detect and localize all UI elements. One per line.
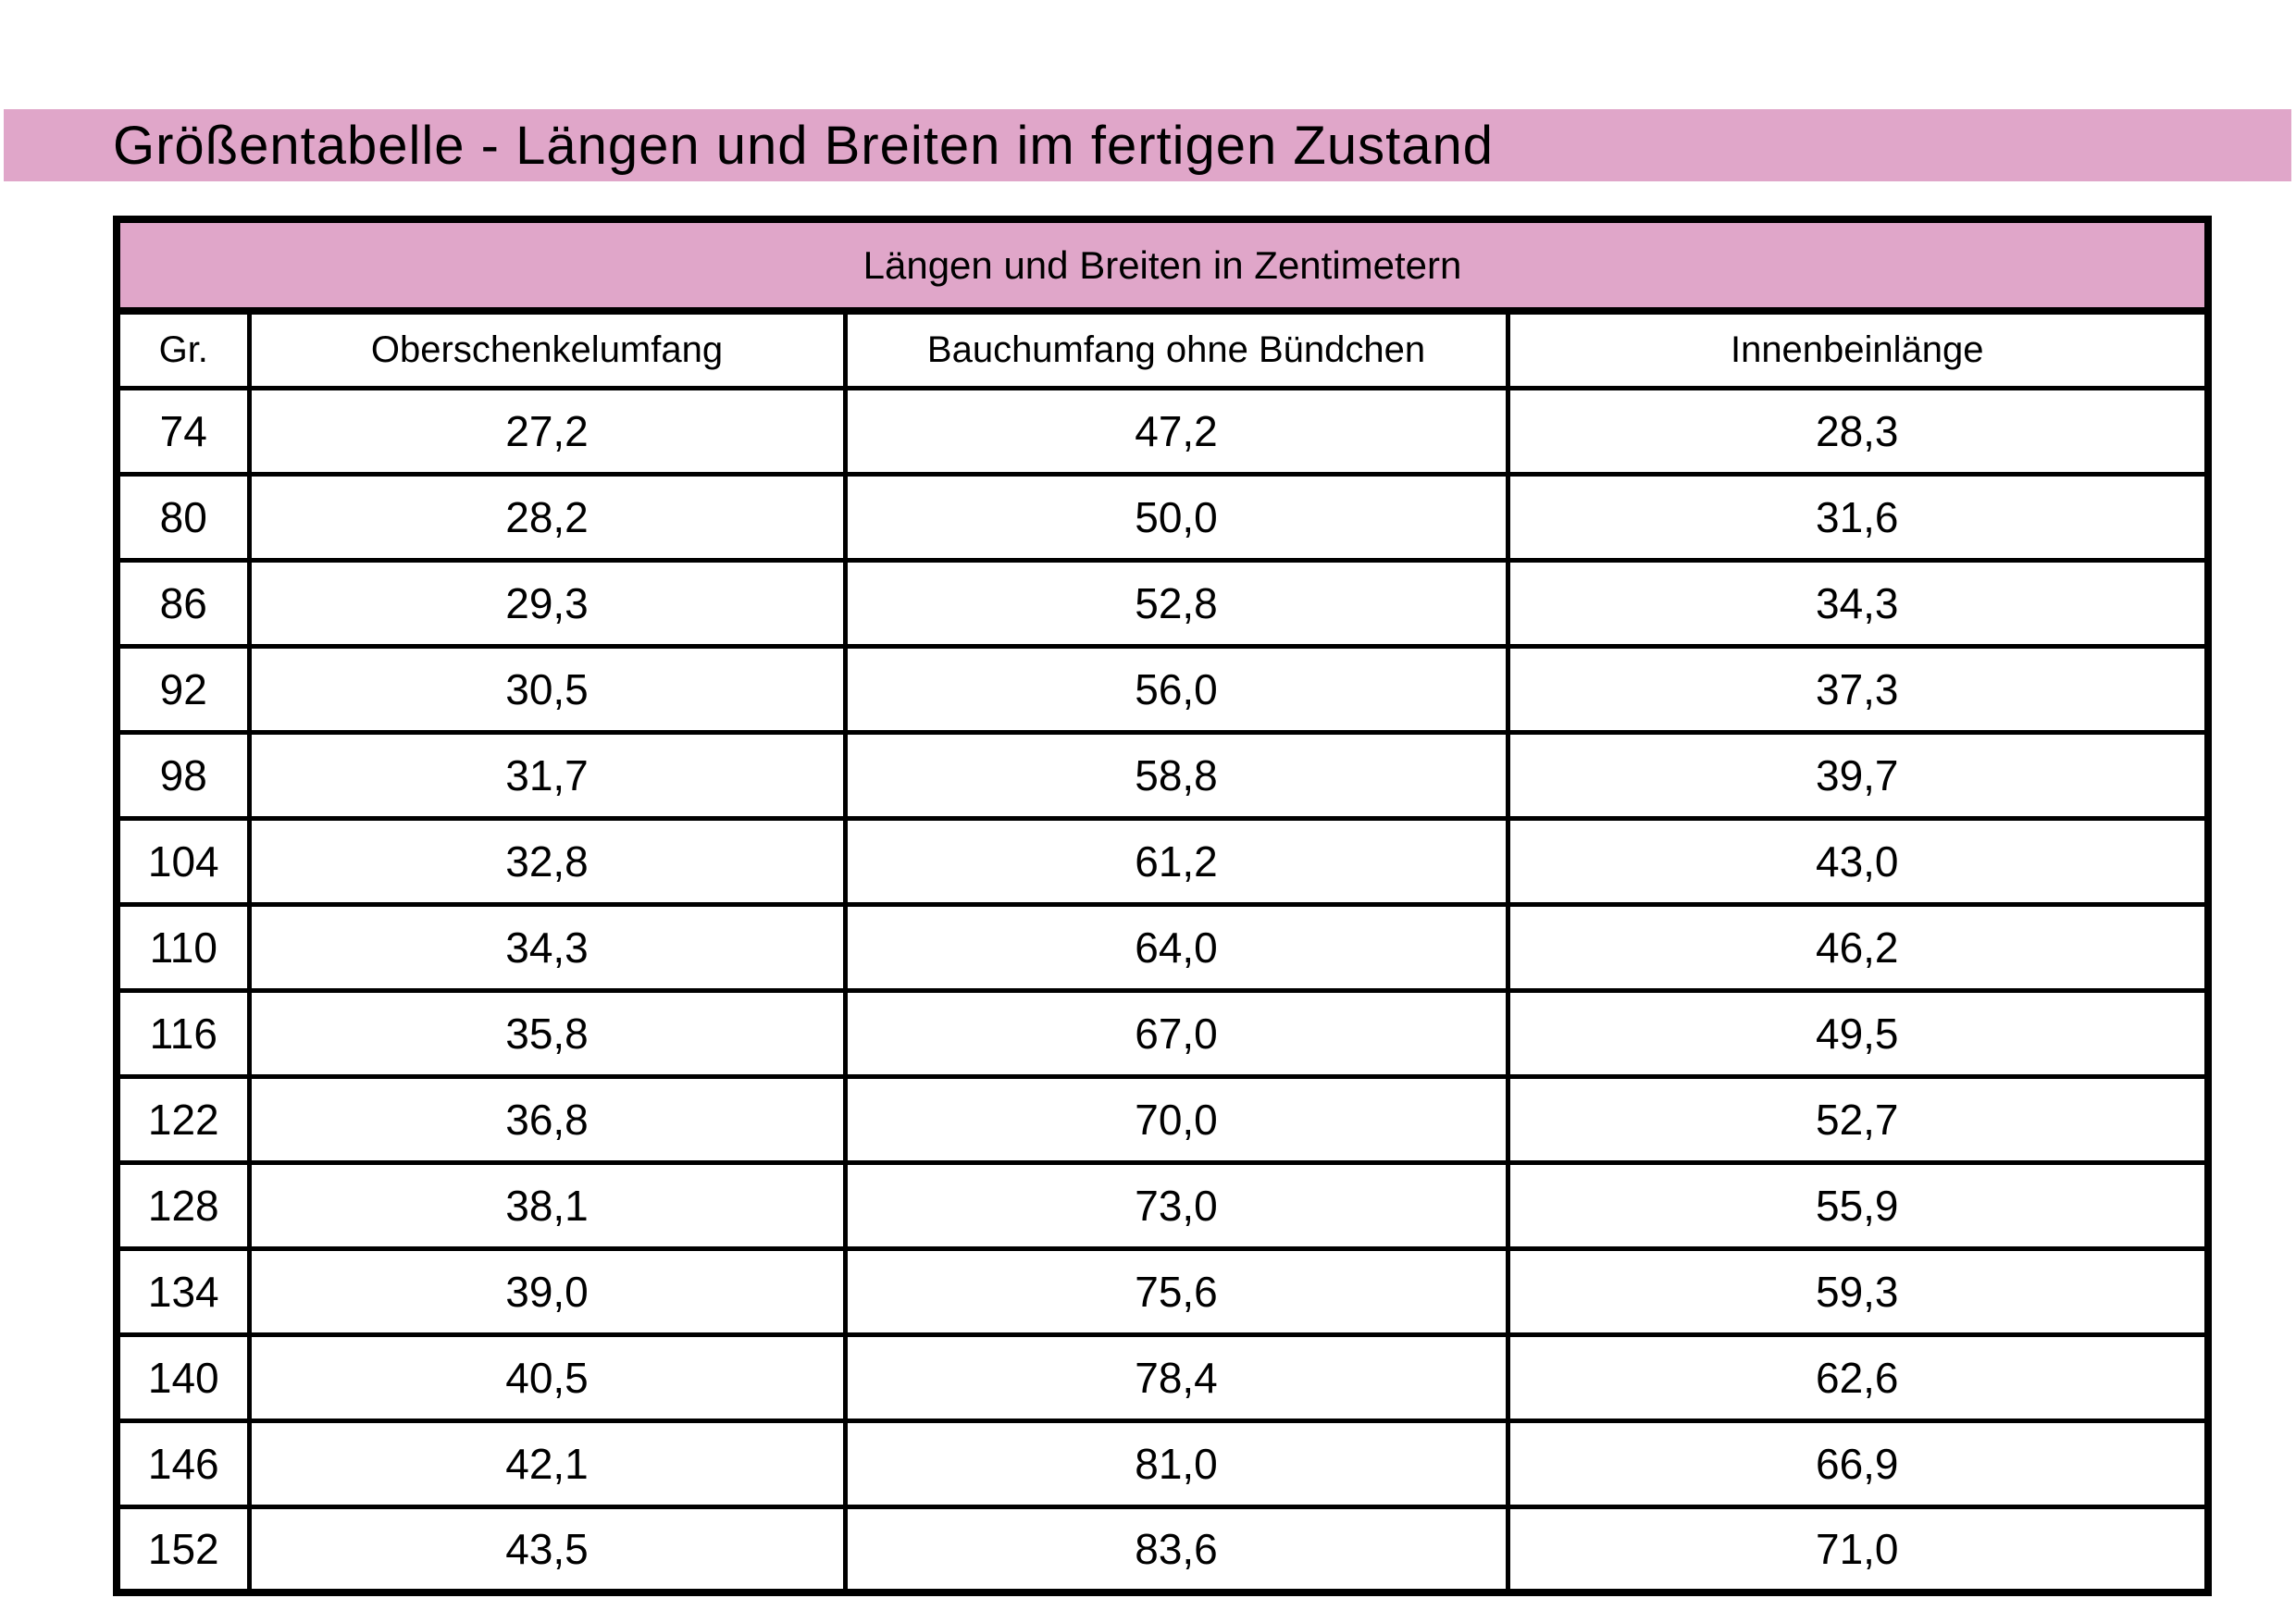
cell-bauchumfang: 47,2 (842, 385, 1510, 477)
column-header-size: Gr. (114, 308, 252, 390)
table-subtitle-row: Längen und Breiten in Zentimetern (114, 217, 2211, 315)
cell-bauchumfang: 56,0 (842, 643, 1510, 735)
cell-bauchumfang: 61,2 (842, 815, 1510, 907)
cell-oberschenkelumfang: 43,5 (246, 1504, 848, 1595)
cell-innenbeinlaenge: 34,3 (1505, 557, 2211, 649)
column-header-oberschenkelumfang: Oberschenkelumfang (246, 308, 848, 390)
table-row: 128 38,1 73,0 55,9 (114, 1159, 2211, 1251)
table-row: 92 30,5 56,0 37,3 (114, 643, 2211, 735)
cell-oberschenkelumfang: 40,5 (246, 1332, 848, 1423)
cell-size: 152 (114, 1504, 252, 1595)
cell-oberschenkelumfang: 32,8 (246, 815, 848, 907)
cell-oberschenkelumfang: 28,2 (246, 471, 848, 563)
cell-oberschenkelumfang: 35,8 (246, 987, 848, 1079)
table-row: 86 29,3 52,8 34,3 (114, 557, 2211, 649)
cell-size: 134 (114, 1245, 252, 1337)
cell-innenbeinlaenge: 37,3 (1505, 643, 2211, 735)
cell-size: 80 (114, 471, 252, 563)
title-banner: Größentabelle - Längen und Breiten im fe… (4, 109, 2291, 181)
cell-innenbeinlaenge: 59,3 (1505, 1245, 2211, 1337)
column-header-innenbeinlaenge: Innenbeinlänge (1505, 308, 2211, 390)
page-title: Größentabelle - Längen und Breiten im fe… (113, 115, 1494, 176)
cell-bauchumfang: 70,0 (842, 1073, 1510, 1165)
table-row: 146 42,1 81,0 66,9 (114, 1418, 2211, 1509)
cell-size: 110 (114, 901, 252, 993)
cell-size: 116 (114, 987, 252, 1079)
cell-size: 140 (114, 1332, 252, 1423)
cell-oberschenkelumfang: 31,7 (246, 729, 848, 821)
cell-oberschenkelumfang: 38,1 (246, 1159, 848, 1251)
cell-oberschenkelumfang: 34,3 (246, 901, 848, 993)
table-row: 80 28,2 50,0 31,6 (114, 471, 2211, 563)
table-header-row: Gr. Oberschenkelumfang Bauchumfang ohne … (114, 308, 2211, 390)
cell-innenbeinlaenge: 28,3 (1505, 385, 2211, 477)
cell-innenbeinlaenge: 71,0 (1505, 1504, 2211, 1595)
cell-bauchumfang: 83,6 (842, 1504, 1510, 1595)
cell-oberschenkelumfang: 36,8 (246, 1073, 848, 1165)
cell-size: 74 (114, 385, 252, 477)
cell-bauchumfang: 50,0 (842, 471, 1510, 563)
cell-bauchumfang: 81,0 (842, 1418, 1510, 1509)
cell-innenbeinlaenge: 62,6 (1505, 1332, 2211, 1423)
table-row: 104 32,8 61,2 43,0 (114, 815, 2211, 907)
cell-innenbeinlaenge: 52,7 (1505, 1073, 2211, 1165)
cell-oberschenkelumfang: 39,0 (246, 1245, 848, 1337)
cell-bauchumfang: 67,0 (842, 987, 1510, 1079)
cell-bauchumfang: 73,0 (842, 1159, 1510, 1251)
cell-oberschenkelumfang: 29,3 (246, 557, 848, 649)
cell-size: 98 (114, 729, 252, 821)
cell-size: 146 (114, 1418, 252, 1509)
cell-bauchumfang: 78,4 (842, 1332, 1510, 1423)
cell-size: 86 (114, 557, 252, 649)
table-body: 74 27,2 47,2 28,3 80 28,2 50,0 31,6 86 2… (114, 385, 2211, 1595)
cell-innenbeinlaenge: 39,7 (1505, 729, 2211, 821)
column-header-bauchumfang: Bauchumfang ohne Bündchen (842, 308, 1510, 390)
table-row: 152 43,5 83,6 71,0 (114, 1504, 2211, 1595)
cell-innenbeinlaenge: 46,2 (1505, 901, 2211, 993)
cell-bauchumfang: 52,8 (842, 557, 1510, 649)
cell-size: 128 (114, 1159, 252, 1251)
cell-size: 122 (114, 1073, 252, 1165)
cell-innenbeinlaenge: 66,9 (1505, 1418, 2211, 1509)
cell-oberschenkelumfang: 30,5 (246, 643, 848, 735)
cell-innenbeinlaenge: 43,0 (1505, 815, 2211, 907)
table-row: 134 39,0 75,6 59,3 (114, 1245, 2211, 1337)
cell-innenbeinlaenge: 31,6 (1505, 471, 2211, 563)
cell-size: 92 (114, 643, 252, 735)
table-row: 122 36,8 70,0 52,7 (114, 1073, 2211, 1165)
table-row: 140 40,5 78,4 62,6 (114, 1332, 2211, 1423)
size-table: Längen und Breiten in Zentimetern Gr. Ob… (113, 216, 2213, 1596)
table-row: 74 27,2 47,2 28,3 (114, 385, 2211, 477)
cell-oberschenkelumfang: 42,1 (246, 1418, 848, 1509)
cell-bauchumfang: 58,8 (842, 729, 1510, 821)
cell-innenbeinlaenge: 55,9 (1505, 1159, 2211, 1251)
table-row: 98 31,7 58,8 39,7 (114, 729, 2211, 821)
table-subtitle: Längen und Breiten in Zentimetern (114, 217, 2211, 315)
cell-oberschenkelumfang: 27,2 (246, 385, 848, 477)
cell-bauchumfang: 75,6 (842, 1245, 1510, 1337)
cell-innenbeinlaenge: 49,5 (1505, 987, 2211, 1079)
table-row: 116 35,8 67,0 49,5 (114, 987, 2211, 1079)
cell-bauchumfang: 64,0 (842, 901, 1510, 993)
table-row: 110 34,3 64,0 46,2 (114, 901, 2211, 993)
cell-size: 104 (114, 815, 252, 907)
